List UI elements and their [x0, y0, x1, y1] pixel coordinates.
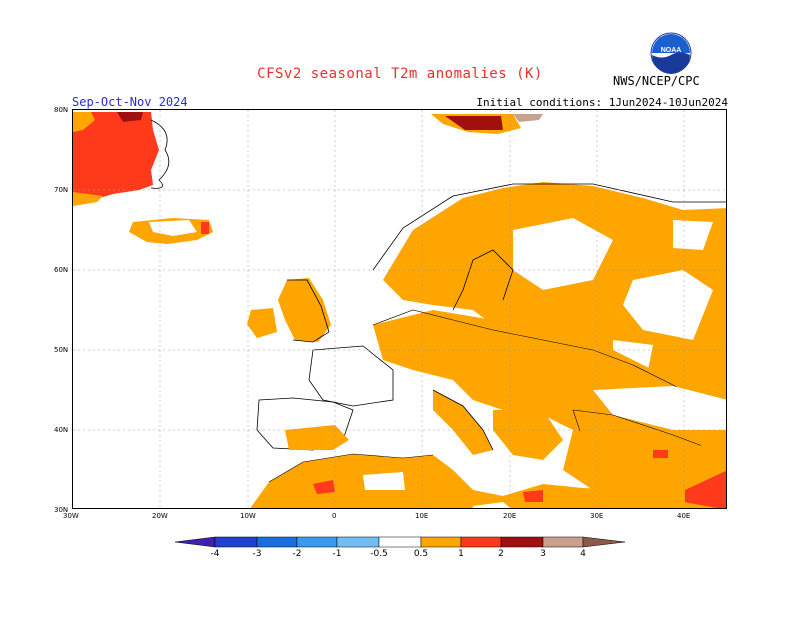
greenland-region	[73, 112, 170, 206]
lon-label: 30W	[63, 512, 79, 520]
map-title: CFSv2 seasonal T2m anomalies (K)	[257, 66, 543, 82]
colorbar-label: 2	[498, 549, 504, 559]
lon-label: 10E	[415, 512, 429, 520]
north-africa-region	[250, 453, 717, 508]
colorbar-label: -1	[332, 549, 342, 559]
lon-label: 0	[332, 512, 337, 520]
lat-label: 30N	[54, 506, 69, 514]
colorbar-bin	[542, 536, 584, 548]
lon-label: 10W	[240, 512, 256, 520]
colorbar-bin	[214, 536, 258, 548]
colorbar-label: -3	[252, 549, 262, 559]
lat-label: 40N	[54, 426, 69, 434]
season-label: Sep-Oct-Nov 2024	[72, 95, 188, 109]
lat-label: 70N	[54, 186, 69, 194]
colorbar-bin	[378, 536, 422, 548]
map-panel	[72, 109, 727, 509]
colorbar-label: 1	[458, 549, 464, 559]
colorbar-bin	[460, 536, 502, 548]
colorbar-bin	[296, 536, 338, 548]
iberia-region	[256, 345, 394, 451]
colorbar-label: -2	[292, 549, 302, 559]
noaa-logo: NOAA	[650, 32, 692, 74]
initial-conditions-label: Initial conditions: 1Jun2024-10Jun2024	[476, 96, 728, 109]
anomaly-map	[73, 110, 726, 508]
lon-label: 30E	[590, 512, 604, 520]
colorbar-arrow-low	[175, 536, 216, 548]
british-isles-region	[247, 278, 331, 343]
lat-label: 50N	[54, 346, 69, 354]
colorbar-bin	[420, 536, 462, 548]
lon-label: 40E	[677, 512, 691, 520]
italy-balkans-region	[432, 389, 563, 460]
colorbar-label: 0.5	[413, 549, 429, 559]
colorbar-label: -4	[210, 549, 220, 559]
colorbar-arrow-high	[582, 536, 625, 548]
colorbar	[175, 536, 625, 548]
colorbar-bin	[336, 536, 380, 548]
scandinavia-region	[372, 182, 726, 410]
iceland-region	[129, 218, 213, 244]
colorbar-label: -0.5	[370, 549, 388, 559]
colorbar-bin	[500, 536, 544, 548]
lat-label: 80N	[54, 106, 69, 114]
middle-east-region	[563, 430, 726, 508]
lat-label: 60N	[54, 266, 69, 274]
colorbar-label: 3	[540, 549, 546, 559]
colorbar-label: 4	[580, 549, 586, 559]
lon-label: 20E	[503, 512, 517, 520]
svalbard-region	[431, 114, 543, 134]
agency-label: NWS/NCEP/CPC	[613, 74, 700, 88]
grid-lines	[73, 110, 726, 508]
logo-text: NOAA	[661, 47, 682, 54]
colorbar-bin	[256, 536, 298, 548]
lon-label: 20W	[152, 512, 168, 520]
